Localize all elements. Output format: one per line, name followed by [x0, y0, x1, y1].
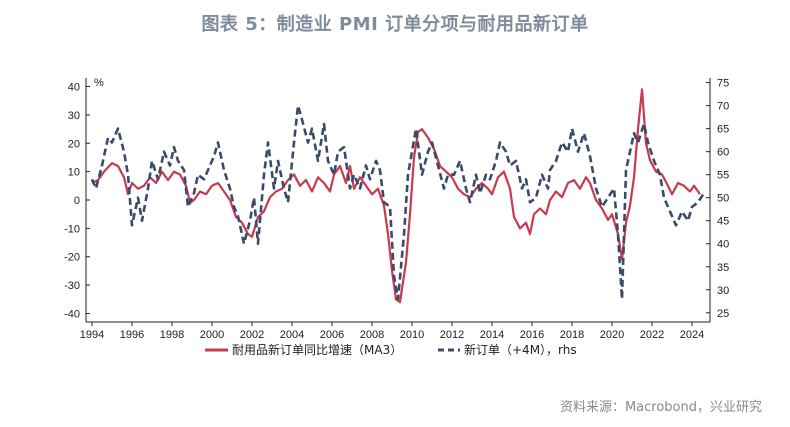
x-tick-label: 2024	[680, 329, 704, 341]
y-left-tick-label: -30	[64, 280, 80, 292]
y-left-tick-label: -40	[64, 308, 80, 320]
legend: 耐用品新订单同比增速（MA3） 新订单（+4M），rhs	[205, 342, 577, 357]
x-tick-label: 2016	[520, 329, 544, 341]
y-right-tick-label: 30	[717, 285, 729, 297]
x-tick-label: 1996	[120, 329, 144, 341]
y-left-tick-label: 40	[68, 82, 80, 94]
y-right-tick-label: 60	[717, 147, 729, 159]
x-tick-label: 2014	[480, 329, 504, 341]
y-left-tick-label: 10	[68, 167, 80, 179]
y-right-tick-label: 75	[717, 78, 729, 90]
x-tick-label: 1998	[160, 329, 184, 341]
series-line-durable-goods	[91, 88, 701, 304]
x-tick-label: 2006	[320, 329, 344, 341]
y-right-tick-label: 40	[717, 239, 729, 251]
y-right-tick-label: 50	[717, 193, 729, 205]
x-tick-label: 2008	[360, 329, 384, 341]
y-unit-label: %	[94, 77, 104, 89]
y-left-tick-label: -20	[64, 252, 80, 264]
x-tick-label: 2018	[560, 329, 584, 341]
y-left-tick-label: 0	[74, 195, 80, 207]
x-tick-label: 1994	[80, 329, 104, 341]
x-tick-label: 2020	[600, 329, 624, 341]
y-right-tick-label: 25	[717, 308, 729, 320]
y-right-tick-label: 35	[717, 262, 729, 274]
x-tick-label: 2022	[640, 329, 664, 341]
y-left-tick-label: 30	[68, 110, 80, 122]
source-note: 资料来源：Macrobond，兴业研究	[559, 400, 762, 415]
x-tick-label: 2010	[400, 329, 424, 341]
legend-label-new-orders: 新订单（+4M），rhs	[464, 342, 577, 357]
x-tick-label: 2000	[200, 329, 224, 341]
y-right-tick-label: 55	[717, 170, 729, 182]
series-line-new-orders	[90, 104, 706, 301]
y-right-tick-label: 65	[717, 124, 729, 136]
y-left-tick-label: 20	[68, 138, 80, 150]
y-right-tick-label: 70	[717, 101, 729, 113]
y-right-tick-label: 45	[717, 216, 729, 228]
legend-label-durable-goods: 耐用品新订单同比增速（MA3）	[232, 342, 402, 357]
chart-title: 图表 5：制造业 PMI 订单分项与耐用品新订单	[201, 14, 589, 35]
y-left-tick-label: -10	[64, 223, 80, 235]
x-tick-label: 2002	[240, 329, 264, 341]
x-tick-label: 2004	[280, 329, 304, 341]
x-tick-label: 2012	[440, 329, 464, 341]
